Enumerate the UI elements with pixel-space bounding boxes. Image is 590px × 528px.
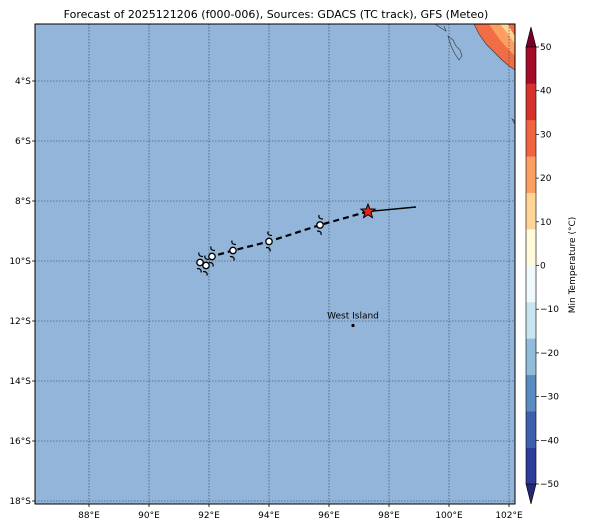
colorbar-tick-label: −10 xyxy=(540,305,559,315)
y-tick-label: 4°S xyxy=(15,77,31,87)
colorbar-segment xyxy=(526,338,536,376)
colorbar-label: Min Temperature (°C) xyxy=(568,217,578,314)
y-tick-label: 6°S xyxy=(15,137,31,147)
y-tick-label: 14°S xyxy=(9,377,31,387)
colorbar-segment xyxy=(526,119,536,157)
place-layer: West Island xyxy=(327,312,379,328)
colorbar-segment xyxy=(526,447,536,485)
x-tick-label: 90°E xyxy=(138,511,160,521)
colorbar-segment xyxy=(526,374,536,412)
cyclone-center-icon xyxy=(265,237,273,246)
colorbar-segment xyxy=(526,301,536,339)
cyclone-center-icon xyxy=(316,221,324,229)
y-tick-label: 12°S xyxy=(9,317,31,327)
cyclone-arm-icon xyxy=(198,252,204,258)
colorbar-tick-label: −40 xyxy=(540,436,559,446)
colorbar-tick-label: 50 xyxy=(540,43,552,53)
cyclone-arm-icon xyxy=(229,255,235,261)
figure-title: Forecast of 2025121206 (f000-006), Sourc… xyxy=(64,8,489,21)
x-tick-label: 96°E xyxy=(318,511,340,521)
west-island-label: West Island xyxy=(327,312,379,322)
cyclone-symbol xyxy=(208,246,216,267)
cyclone-center-icon xyxy=(208,252,216,261)
cyclone-arm-icon xyxy=(267,231,273,237)
cyclone-arm-icon xyxy=(202,270,208,276)
colorbar-segment xyxy=(526,192,536,230)
cyclone-arm-icon xyxy=(265,246,271,252)
cyclone-arm-icon xyxy=(210,246,216,252)
x-tick-label: 100°E xyxy=(435,511,463,521)
cyclone-arm-icon xyxy=(318,214,324,220)
sumatra-land-cool xyxy=(508,24,515,36)
x-tick-label: 88°E xyxy=(78,511,100,521)
colorbar: 50 40 30 20 10 0 −10 −20 −30 −40 −50 xyxy=(525,26,559,505)
colorbar-tick-label: −50 xyxy=(540,480,559,490)
cyclone-symbol xyxy=(202,255,210,276)
map-area: West Island xyxy=(34,23,516,505)
colorbar-segment xyxy=(526,47,536,84)
past-track-line xyxy=(367,206,417,213)
cyclone-symbol xyxy=(316,214,324,236)
cyclone-center-icon xyxy=(229,246,237,255)
colorbar-segment xyxy=(526,83,536,121)
cyclone-symbol xyxy=(229,240,237,261)
cyclone-symbol xyxy=(196,252,204,273)
x-tick-label: 98°E xyxy=(378,511,400,521)
colorbar-tick-label: −20 xyxy=(540,349,559,359)
x-tick-label: 92°E xyxy=(198,511,220,521)
graticule xyxy=(35,24,515,504)
colorbar-tick-label: 30 xyxy=(540,130,552,140)
cyclone-symbol xyxy=(265,231,273,252)
cyclone-arm-icon xyxy=(208,261,214,267)
y-tick-label: 18°S xyxy=(9,497,31,507)
y-tick-label: 8°S xyxy=(15,197,31,207)
colorbar-segment xyxy=(526,411,536,448)
colorbar-max-extension xyxy=(525,26,537,48)
colorbar-tick-label: 40 xyxy=(540,87,552,97)
y-tick-label: 16°S xyxy=(9,437,31,447)
island-outline-2 xyxy=(447,35,463,61)
current-position-star-icon xyxy=(359,202,377,219)
cyclone-arm-icon xyxy=(231,240,237,246)
colorbar-tick-label: 20 xyxy=(540,174,552,184)
cyclone-center-icon xyxy=(202,261,210,270)
cyclone-arm-icon xyxy=(316,230,322,236)
colorbar-segment xyxy=(526,156,536,193)
ocean-background xyxy=(35,24,515,504)
west-island-dot xyxy=(351,323,355,328)
colorbar-tick-label: −30 xyxy=(540,393,559,403)
track-layer xyxy=(196,202,417,276)
x-tick-label: 102°E xyxy=(495,511,523,521)
y-axis: 4°S 6°S 8°S 10°S 12°S 14°S 16°S 18°S xyxy=(9,77,35,507)
colorbar-tick-label: 10 xyxy=(540,218,552,228)
x-tick-label: 94°E xyxy=(258,511,280,521)
x-axis: 88°E 90°E 92°E 94°E 96°E 98°E 100°E 102°E xyxy=(78,504,523,521)
cyclone-arm-icon xyxy=(196,267,202,273)
cyclone-arm-icon xyxy=(204,255,210,261)
map-frame xyxy=(34,23,516,505)
colorbar-segment xyxy=(526,229,536,266)
colorbar-segment xyxy=(526,265,536,303)
island-outline-1 xyxy=(434,23,447,32)
cyclone-center-icon xyxy=(196,258,204,267)
colorbar-min-extension xyxy=(525,483,537,505)
y-tick-label: 10°S xyxy=(9,257,31,267)
colorbar-tick-label: 0 xyxy=(540,262,546,272)
